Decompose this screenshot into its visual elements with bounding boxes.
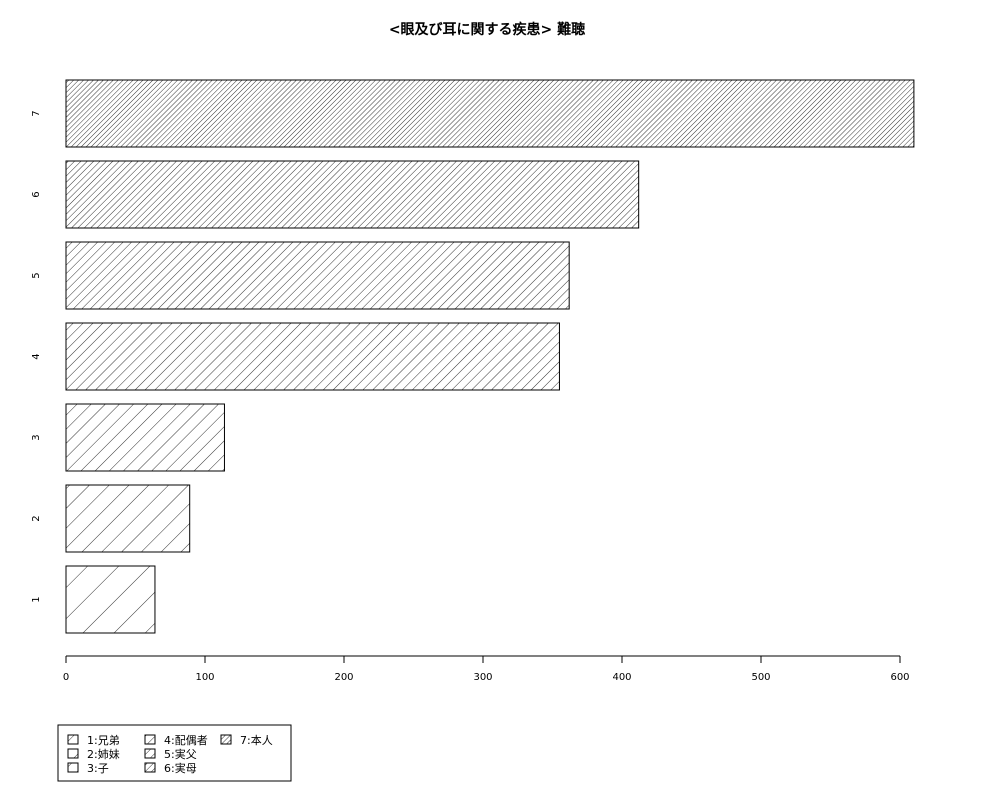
chart-title: <眼及び耳に関する疾患> 難聴 (389, 21, 585, 38)
bar-1 (65, 565, 156, 634)
y-axis: 1 2 3 4 5 6 7 (31, 110, 42, 602)
x-tick-label-0: 0 (63, 672, 69, 683)
legend-box (57, 724, 292, 782)
x-tick-label-300: 300 (473, 672, 492, 683)
bar-5 (65, 241, 570, 310)
legend-swatch-2 (67, 748, 79, 759)
bar-4 (65, 322, 560, 391)
x-tick-label-500: 500 (751, 672, 770, 683)
legend-swatch-6 (144, 762, 156, 773)
x-tick-label-100: 100 (195, 672, 214, 683)
legend-label-7: 7:本人 (240, 733, 273, 747)
y-tick-label-7: 7 (31, 110, 42, 116)
legend-label-3: 3:子 (87, 762, 109, 775)
y-tick-label-1: 1 (31, 596, 42, 602)
bars-group (65, 79, 915, 634)
legend-swatch-4 (144, 734, 156, 745)
y-tick-label-5: 5 (31, 272, 42, 278)
legend-swatch-7 (220, 734, 232, 745)
bar-7 (65, 79, 915, 148)
x-tick-label-600: 600 (890, 672, 909, 683)
legend-swatch-1 (67, 734, 79, 745)
legend-label-5: 5:実父 (164, 747, 197, 761)
bar-6 (65, 160, 640, 229)
x-tick-label-400: 400 (612, 672, 631, 683)
y-tick-label-3: 3 (31, 434, 42, 440)
legend-swatch-5 (144, 748, 156, 759)
legend-swatch-3 (67, 762, 79, 773)
x-tick-label-200: 200 (334, 672, 353, 683)
x-axis: 0 100 200 300 400 500 600 (63, 655, 910, 683)
bar-3 (65, 403, 225, 472)
legend-label-4: 4:配偶者 (164, 734, 208, 747)
legend-label-2: 2:姉妹 (87, 747, 120, 761)
legend-label-1: 1:兄弟 (87, 734, 120, 747)
bar-2 (65, 484, 191, 553)
legend-label-6: 6:実母 (164, 761, 197, 775)
y-tick-label-4: 4 (31, 353, 42, 359)
y-tick-label-2: 2 (31, 515, 42, 521)
y-tick-label-6: 6 (31, 191, 42, 197)
